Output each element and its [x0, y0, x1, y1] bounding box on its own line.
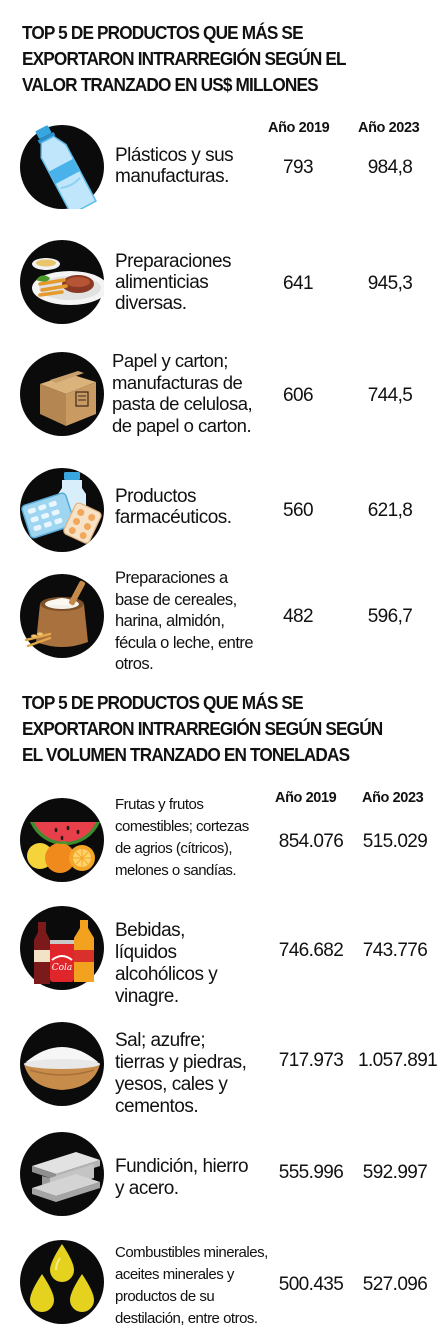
value-2023: 621,8	[367, 500, 413, 521]
product-label: Sal; azufre; tierras y piedras, yesos, c…	[115, 1030, 247, 1117]
cardboard-box-icon	[20, 352, 104, 436]
table-row: Fundición, hierro y acero. 555.996 592.9…	[0, 1132, 445, 1216]
plastic-bottle-icon	[20, 125, 104, 209]
value-2019: 560	[283, 500, 314, 521]
oil-drops-icon	[20, 1240, 104, 1324]
value-2023: 744,5	[367, 385, 413, 406]
pills-icon	[20, 468, 104, 552]
product-label: Combustibles minerales, aceites minerale…	[115, 1244, 268, 1327]
fruits-icon	[20, 798, 104, 882]
table-row: Cola Bebidas, líquidos alcohólicos y vin…	[0, 906, 445, 1007]
value-2019: 641	[283, 273, 314, 294]
value-2019: 555.996	[278, 1162, 344, 1183]
beverages-icon: Cola	[20, 906, 104, 990]
table-row: Combustibles minerales, aceites minerale…	[0, 1240, 445, 1327]
value-2023: 527.096	[362, 1274, 428, 1295]
table-row: Frutas y frutos comestibles; cortezas de…	[0, 796, 445, 882]
table-row: Preparaciones alimenticias diversas. 641…	[0, 240, 445, 324]
table-row: Productos farmacéuticos. 560 621,8	[0, 468, 445, 552]
svg-text:Cola: Cola	[52, 963, 73, 973]
value-2019: 746.682	[278, 940, 344, 961]
value-2019: 717.973	[278, 1050, 344, 1071]
value-2019: 793	[283, 157, 314, 178]
product-label: Papel y carton; manufacturas de pasta de…	[112, 350, 253, 436]
section1-col-2019: Año 2019	[268, 120, 330, 136]
section2-col-2023: Año 2023	[362, 790, 424, 806]
value-2023: 945,3	[367, 273, 413, 294]
section1-title: TOP 5 DE PRODUCTOS QUE MÁS SE EXPORTARON…	[22, 22, 346, 95]
value-2019: 854.076	[278, 831, 344, 852]
section1-col-2023: Año 2023	[358, 120, 420, 136]
value-2019: 606	[283, 385, 314, 406]
table-row: Plásticos y sus manufacturas. 793 984,8	[0, 125, 445, 209]
product-label: Bebidas, líquidos alcohólicos y vinagre.	[115, 920, 218, 1007]
table-row: Papel y carton; manufacturas de pasta de…	[0, 350, 445, 436]
product-label: Frutas y frutos comestibles; cortezas de…	[115, 796, 249, 879]
value-2023: 743.776	[362, 940, 428, 961]
value-2019: 500.435	[278, 1274, 344, 1295]
flour-sack-icon	[20, 574, 104, 658]
salt-bowl-icon	[20, 1022, 104, 1106]
section2-title: TOP 5 DE PRODUCTOS QUE MÁS SE EXPORTARON…	[22, 692, 383, 765]
product-label: Productos farmacéuticos.	[115, 486, 232, 528]
value-2023: 1.057.891	[358, 1050, 438, 1071]
table-row: Sal; azufre; tierras y piedras, yesos, c…	[0, 1022, 445, 1117]
product-label: Preparaciones alimenticias diversas.	[115, 251, 232, 314]
value-2023: 592.997	[362, 1162, 428, 1183]
product-label: Fundición, hierro y acero.	[115, 1156, 249, 1199]
food-plate-icon	[20, 240, 104, 324]
product-label: Plásticos y sus manufacturas.	[115, 145, 234, 187]
product-label: Preparaciones a base de cereales, harina…	[115, 569, 254, 673]
table-row: Preparaciones a base de cereales, harina…	[0, 569, 445, 673]
value-2019: 482	[283, 606, 314, 627]
steel-beam-icon	[20, 1132, 104, 1216]
section2-col-2019: Año 2019	[275, 790, 337, 806]
value-2023: 515.029	[362, 831, 428, 852]
value-2023: 984,8	[367, 157, 413, 178]
value-2023: 596,7	[367, 606, 413, 627]
